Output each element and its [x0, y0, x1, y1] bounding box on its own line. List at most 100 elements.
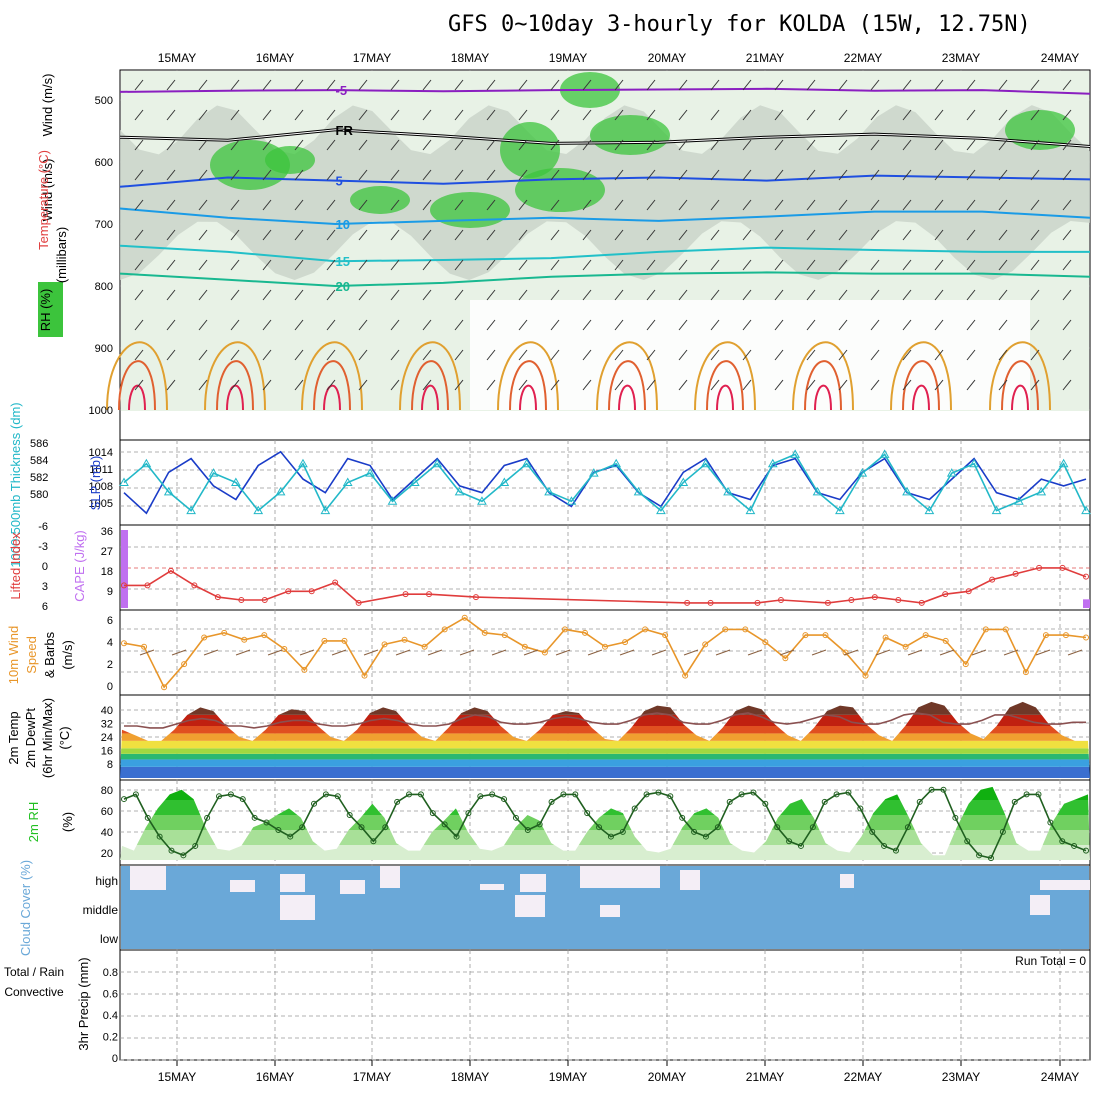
rh-color-band [120, 800, 1090, 815]
wind-barb [390, 79, 400, 91]
wind-barb [1062, 199, 1072, 211]
temp-lobe-magenta [912, 384, 930, 411]
temp-lobe-orange [989, 341, 1051, 411]
wind-barb [838, 109, 848, 121]
wind-barb [774, 139, 784, 151]
cloud-block [340, 880, 365, 894]
surface-wind-barb [1003, 649, 1019, 656]
ylabel-temp-0: 2m Temp [6, 711, 21, 764]
wind-barb [966, 229, 976, 241]
rh2m-line-marker [406, 791, 413, 798]
wind-barb [902, 79, 912, 91]
wind-barb [550, 169, 560, 181]
surface-wind-barb [683, 649, 699, 656]
wind-barb [678, 79, 688, 91]
wind-speed-line-marker [481, 629, 488, 636]
wind-speed-line-marker [301, 666, 308, 673]
rh2m-line-marker [738, 791, 745, 798]
surface-wind-barb [459, 649, 475, 656]
rh2m-line-marker [964, 838, 971, 845]
wind-speed-line-marker [341, 637, 348, 644]
rh2m-line-marker [797, 842, 804, 849]
wind-barb [1062, 229, 1072, 241]
wind-barb [710, 199, 720, 211]
ytick-pressure: 800 [95, 281, 113, 293]
wind-barb [710, 289, 720, 301]
ylabel-thickness: 1000-500mb Thickness (dm) [8, 402, 23, 567]
wind-barb [262, 349, 272, 361]
temp-lobe-red [216, 360, 254, 411]
wind-barb [774, 289, 784, 301]
wind-speed-line-marker [682, 672, 689, 679]
wind-barb [806, 259, 816, 271]
day-label-top: 23MAY [942, 51, 980, 65]
wind-barb [134, 139, 144, 151]
wind-barb [390, 139, 400, 151]
ylabel-rh2m: 2m RH [26, 802, 41, 842]
wind-barb [934, 289, 944, 301]
wind-speed-line-marker [421, 643, 428, 650]
ylabel-rh: RH (%) [38, 289, 53, 332]
wind-barb [454, 79, 464, 91]
day-label-top: 24MAY [1041, 51, 1079, 65]
wind-barb [1062, 349, 1072, 361]
wind-speed-line-marker [862, 672, 869, 679]
rh2m-line-marker [691, 828, 698, 835]
ytick-precip: 0.2 [103, 1032, 118, 1044]
rh2m-line-marker [904, 824, 911, 831]
wind-speed-line-marker [882, 634, 889, 641]
rh2m-line-marker [287, 833, 294, 840]
wind-barb [710, 79, 720, 91]
wind-barb [678, 109, 688, 121]
wind-barb [134, 319, 144, 331]
ytick-thickness: 584 [30, 455, 48, 467]
wind-barb [902, 229, 912, 241]
rh2m-line-marker [809, 824, 816, 831]
lifted-index-line-marker [871, 594, 878, 601]
wind-barb [1030, 199, 1040, 211]
wind-barb [198, 289, 208, 301]
rh2m-line-marker [299, 824, 306, 831]
wind-speed-line-marker [842, 649, 849, 656]
rh2m-line-marker [156, 833, 163, 840]
surface-wind-barb [779, 649, 795, 656]
wind-barb [742, 109, 752, 121]
wind-barb [582, 199, 592, 211]
surface-wind-barb [619, 649, 635, 656]
lifted-index-line-marker [777, 597, 784, 603]
ytick-li: 3 [42, 581, 48, 593]
ylabel-temp-3: (°C) [57, 726, 72, 749]
wind-barb [902, 109, 912, 121]
wind-barb [230, 79, 240, 91]
wind-barb [934, 319, 944, 331]
wind-barb [998, 199, 1008, 211]
ytick-thickness: 582 [30, 472, 48, 484]
wind-barb [550, 139, 560, 151]
ytick-precip: 0 [112, 1053, 118, 1065]
wind-barb [134, 109, 144, 121]
wind-barb [198, 349, 208, 361]
cape-bar [1083, 599, 1090, 608]
thickness-line-marker [969, 458, 980, 468]
thickness-line-marker [499, 477, 510, 486]
lifted-index-line-marker [285, 588, 292, 595]
wind-barb [1030, 349, 1040, 361]
ylabel-temperature: Temperature (°C) [36, 150, 51, 250]
wind-barb [326, 169, 336, 181]
wind-barb [806, 349, 816, 361]
wind-barb [678, 229, 688, 241]
wind-barb [998, 349, 1008, 361]
wind-speed-line-marker [902, 643, 909, 650]
rh2m-line-marker [1011, 798, 1018, 805]
wind-barb [294, 289, 304, 301]
wind-barb [1062, 319, 1072, 331]
cloud-block [680, 870, 700, 890]
wind-barb [486, 139, 496, 151]
wind-speed-line-marker [461, 614, 468, 621]
day-label-bottom: 18MAY [451, 1070, 489, 1084]
wind-barb [294, 229, 304, 241]
temp-lobe-magenta [519, 384, 537, 411]
wind-barb [262, 109, 272, 121]
rh2m-line-marker [524, 827, 531, 833]
thickness-line-marker [633, 486, 644, 496]
